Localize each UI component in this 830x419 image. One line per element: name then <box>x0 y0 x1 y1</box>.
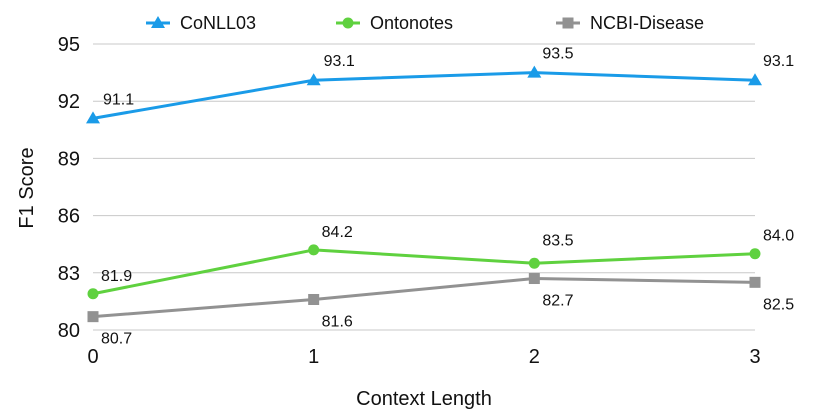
data-label: 83.5 <box>542 232 573 249</box>
legend-label: CoNLL03 <box>180 13 256 33</box>
y-axis-ticks: 80 83 86 89 92 95 <box>58 34 80 342</box>
x-tick-label: 3 <box>749 346 760 368</box>
series-line <box>92 248 756 296</box>
series-ncbi-disease: 80.7 81.6 82.7 82.5 <box>87 273 794 348</box>
data-point-marker <box>306 73 321 86</box>
data-label: 82.5 <box>763 296 794 313</box>
data-label: 81.6 <box>322 313 353 330</box>
legend-label: Ontonotes <box>370 13 453 33</box>
legend-swatch-marker <box>342 17 354 29</box>
data-point-marker <box>749 276 761 288</box>
x-axis-title: Context Length <box>356 388 492 410</box>
data-label: 93.5 <box>542 46 573 63</box>
series-line <box>92 71 756 120</box>
y-tick-label: 80 <box>58 320 80 342</box>
data-point-marker <box>749 248 761 260</box>
y-tick-label: 89 <box>58 148 80 170</box>
data-label: 80.7 <box>101 331 132 348</box>
data-point-marker <box>528 273 540 285</box>
data-label: 84.2 <box>322 224 353 241</box>
legend-item: Ontonotes <box>336 13 453 33</box>
series-group: 91.1 93.1 93.5 93.1 81.9 84.2 83.5 84.0 80.7 81.6… <box>86 46 794 348</box>
data-label: 93.1 <box>763 53 794 70</box>
legend-swatch-marker <box>562 17 574 29</box>
data-label: 82.7 <box>542 293 573 310</box>
x-tick-label: 0 <box>87 346 98 368</box>
data-label: 81.9 <box>101 268 132 285</box>
series-line <box>92 277 756 319</box>
data-label: 91.1 <box>103 91 134 108</box>
x-tick-label: 1 <box>308 346 319 368</box>
data-label: 84.0 <box>763 228 794 245</box>
data-point-marker <box>87 311 99 323</box>
data-point-marker <box>308 293 320 305</box>
data-point-marker <box>527 65 542 78</box>
y-axis-title: F1 Score <box>16 147 38 228</box>
legend: CoNLL03 Ontonotes NCBI-Disease <box>146 13 704 33</box>
x-axis-ticks: 0 1 2 3 <box>87 346 760 368</box>
x-tick-label: 2 <box>529 346 540 368</box>
legend-item: CoNLL03 <box>146 13 256 33</box>
gridlines <box>93 43 755 331</box>
legend-swatch-marker <box>151 16 165 28</box>
series-ontonotes: 81.9 84.2 83.5 84.0 <box>87 224 794 300</box>
data-point-marker <box>748 73 762 86</box>
data-point-marker <box>528 257 540 269</box>
data-point-marker <box>86 111 100 124</box>
y-tick-label: 86 <box>58 206 80 228</box>
data-label: 93.1 <box>324 53 355 70</box>
data-point-marker <box>308 244 320 256</box>
y-tick-label: 95 <box>58 34 80 56</box>
y-tick-label: 83 <box>58 263 80 285</box>
series-conll03: 91.1 93.1 93.5 93.1 <box>86 46 794 124</box>
legend-label: NCBI-Disease <box>590 13 704 33</box>
legend-item: NCBI-Disease <box>556 13 704 33</box>
y-tick-label: 92 <box>58 91 80 113</box>
data-point-marker <box>87 288 99 300</box>
